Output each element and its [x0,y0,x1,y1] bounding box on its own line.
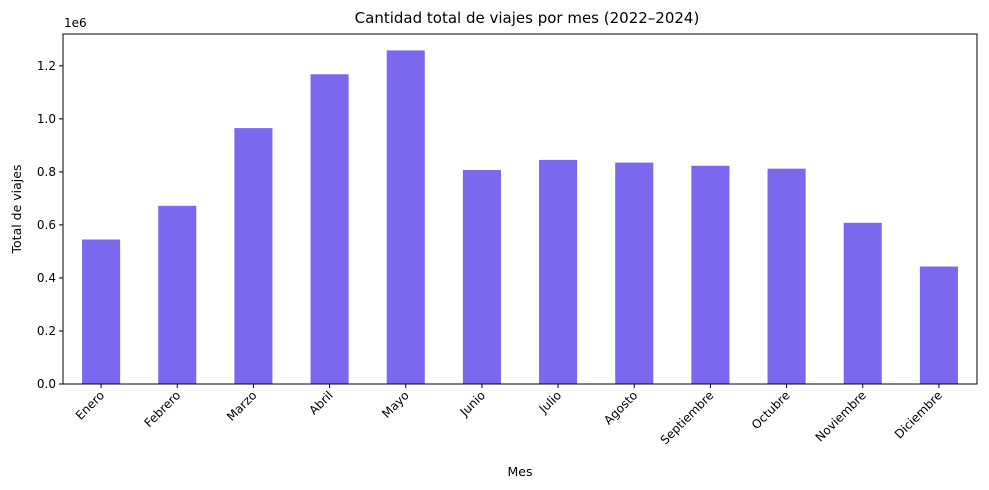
x-tick-label: Octubre [749,388,793,432]
x-tick-label: Julio [536,388,564,416]
bar-mayo [386,50,425,384]
bar-febrero [158,205,197,384]
chart-title: Cantidad total de viajes por mes (2022–2… [355,9,700,27]
y-tick-label: 1.0 [37,112,56,126]
x-tick-label: Agosto [601,388,640,427]
x-tick-label: Septiembre [658,388,717,447]
bar-octubre [767,168,806,384]
bar-abril [310,74,349,384]
x-tick-label: Junio [457,388,488,419]
bar-diciembre [919,266,958,384]
bar-julio [539,159,578,384]
y-tick-label: 0.2 [37,324,56,338]
y-tick-label: 0.4 [37,271,56,285]
x-tick-label: Diciembre [892,388,945,441]
bar-junio [462,170,501,384]
y-tick-label: 1.2 [37,59,56,73]
bar-marzo [234,128,273,384]
bar-noviembre [843,222,882,384]
plot-frame [62,33,978,385]
x-tick-label: Abril [306,388,335,417]
x-axis-label: Mes [508,464,533,479]
x-tick-label: Febrero [141,388,183,430]
y-axis-label: Total de viajes [9,165,24,255]
bar-enero [82,239,121,384]
y-axis-ticks: 0.0 0.2 0.4 0.6 0.8 1.0 1.2 [37,59,63,391]
y-tick-label: 0.8 [37,165,56,179]
x-tick-label: Mayo [379,388,412,421]
bar-septiembre [691,165,730,384]
x-tick-label: Marzo [224,388,260,424]
x-axis-ticks: Enero Febrero Marzo Abril Mayo Junio Julio Agos… [73,384,945,447]
y-axis-offset-label: 1e6 [64,16,87,30]
bar-agosto [615,162,654,384]
x-tick-label: Enero [73,388,107,422]
y-tick-label: 0.6 [37,218,56,232]
x-tick-label: Noviembre [813,388,869,444]
y-tick-label: 0.0 [37,377,56,391]
bar-series [82,50,958,384]
